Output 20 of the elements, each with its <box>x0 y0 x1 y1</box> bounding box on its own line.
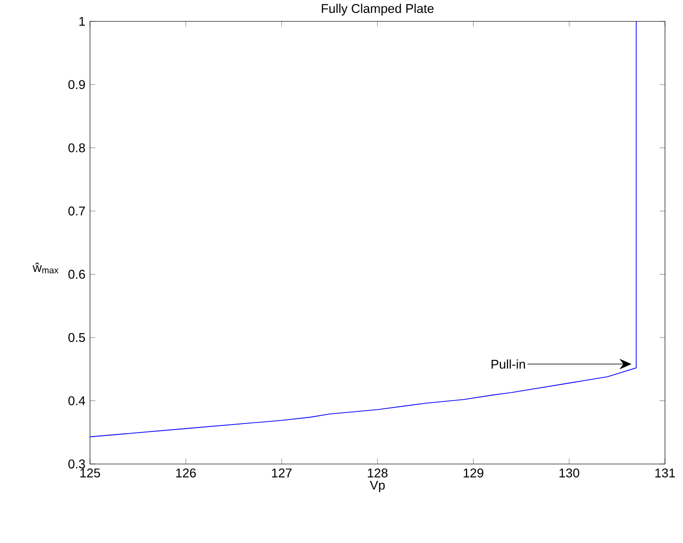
x-tick-label: 129 <box>464 468 484 478</box>
x-tick-label: 126 <box>176 468 196 478</box>
x-tick-label: 130 <box>560 468 580 478</box>
y-tick-label: 0.5 <box>68 333 85 342</box>
y-tick-label: 1 <box>79 16 85 26</box>
line-series <box>90 21 637 438</box>
chart-title: Fully Clamped Plate <box>322 4 434 16</box>
x-tick-label: 128 <box>368 468 388 478</box>
y-tick-label: 0.4 <box>68 396 86 406</box>
y-tick-label: 0.9 <box>68 80 85 90</box>
x-axis-title: Vp <box>370 480 385 492</box>
y-tick-label: 0.3 <box>68 460 85 468</box>
x-tick-label: 127 <box>272 468 292 478</box>
y-tick-label: 0.7 <box>68 206 85 216</box>
annotation: Pull-in <box>492 359 525 369</box>
y-axis-title: ŵ$_{max}$ <box>32 262 58 274</box>
y-tick-label: 0.8 <box>68 143 85 152</box>
x-tick-label: 131 <box>655 468 675 478</box>
x-tick-label: 125 <box>80 468 100 478</box>
y-tick-label: 0.6 <box>68 270 85 279</box>
